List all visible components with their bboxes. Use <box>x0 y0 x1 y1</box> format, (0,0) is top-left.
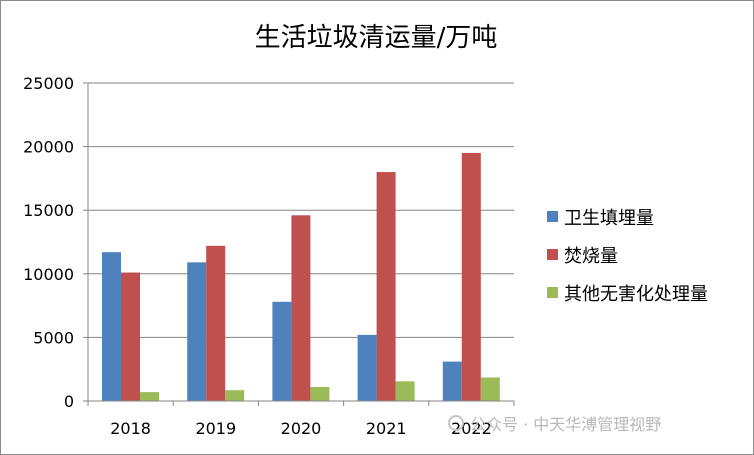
y-tick-label: 15000 <box>23 201 74 220</box>
bar-2020-series-2 <box>291 215 311 401</box>
x-tick-label: 2020 <box>281 419 322 438</box>
y-tick-label: 25000 <box>23 74 74 93</box>
bar-2019-series-3 <box>225 390 245 401</box>
y-tick-label: 5000 <box>33 328 74 347</box>
bar-2021-series-3 <box>395 381 415 401</box>
y-tick-label: 0 <box>64 392 74 411</box>
wechat-icon <box>448 415 464 431</box>
bar-2022-series-2 <box>461 152 481 401</box>
bar-2022-series-3 <box>480 377 500 401</box>
x-tick-label: 2021 <box>366 419 407 438</box>
y-tick-label: 10000 <box>23 265 74 284</box>
watermark-text: 公众号 · 中天华溥管理视野 <box>470 415 662 434</box>
chart-title: 生活垃圾清运量/万吨 <box>255 23 498 53</box>
bar-2018-series-2 <box>121 272 140 401</box>
x-tick-label: 2018 <box>110 419 151 438</box>
legend-label: 卫生填埋量 <box>564 208 654 229</box>
x-tick-label: 2019 <box>195 419 236 438</box>
bar-2018-series-1 <box>102 252 121 401</box>
bar-2022-series-1 <box>442 361 462 401</box>
bar-2020-series-1 <box>272 301 292 401</box>
legend-swatch <box>547 211 558 222</box>
y-tick-label: 20000 <box>23 138 74 157</box>
legend-label: 其他无害化处理量 <box>564 284 708 305</box>
legend-swatch <box>547 287 558 298</box>
bar-2020-series-3 <box>310 387 330 401</box>
bar-2018-series-3 <box>140 392 159 401</box>
bar-2019-series-1 <box>187 262 207 401</box>
bar-2019-series-2 <box>206 245 226 401</box>
bar-2021-series-1 <box>357 334 377 401</box>
legend-label: 焚烧量 <box>564 246 618 267</box>
bar-2021-series-2 <box>376 172 396 401</box>
watermark: 公众号 · 中天华溥管理视野 <box>448 412 661 434</box>
legend-swatch <box>547 249 558 260</box>
